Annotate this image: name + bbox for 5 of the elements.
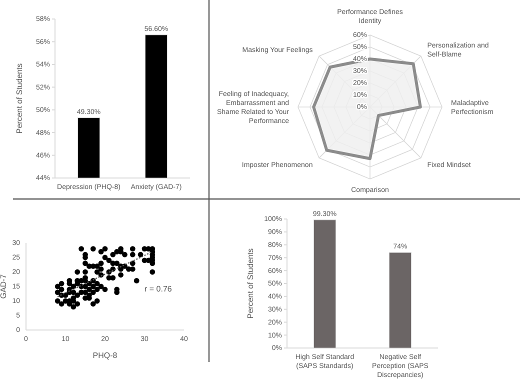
annotation: r = 0.76	[144, 284, 172, 294]
y-axis-title: Percent of Students	[15, 63, 24, 134]
y-axis-title: Percent of Students	[246, 248, 255, 319]
x-axis-title: PHQ-8	[92, 351, 118, 360]
y-axis-title: GAD-7	[0, 274, 8, 299]
